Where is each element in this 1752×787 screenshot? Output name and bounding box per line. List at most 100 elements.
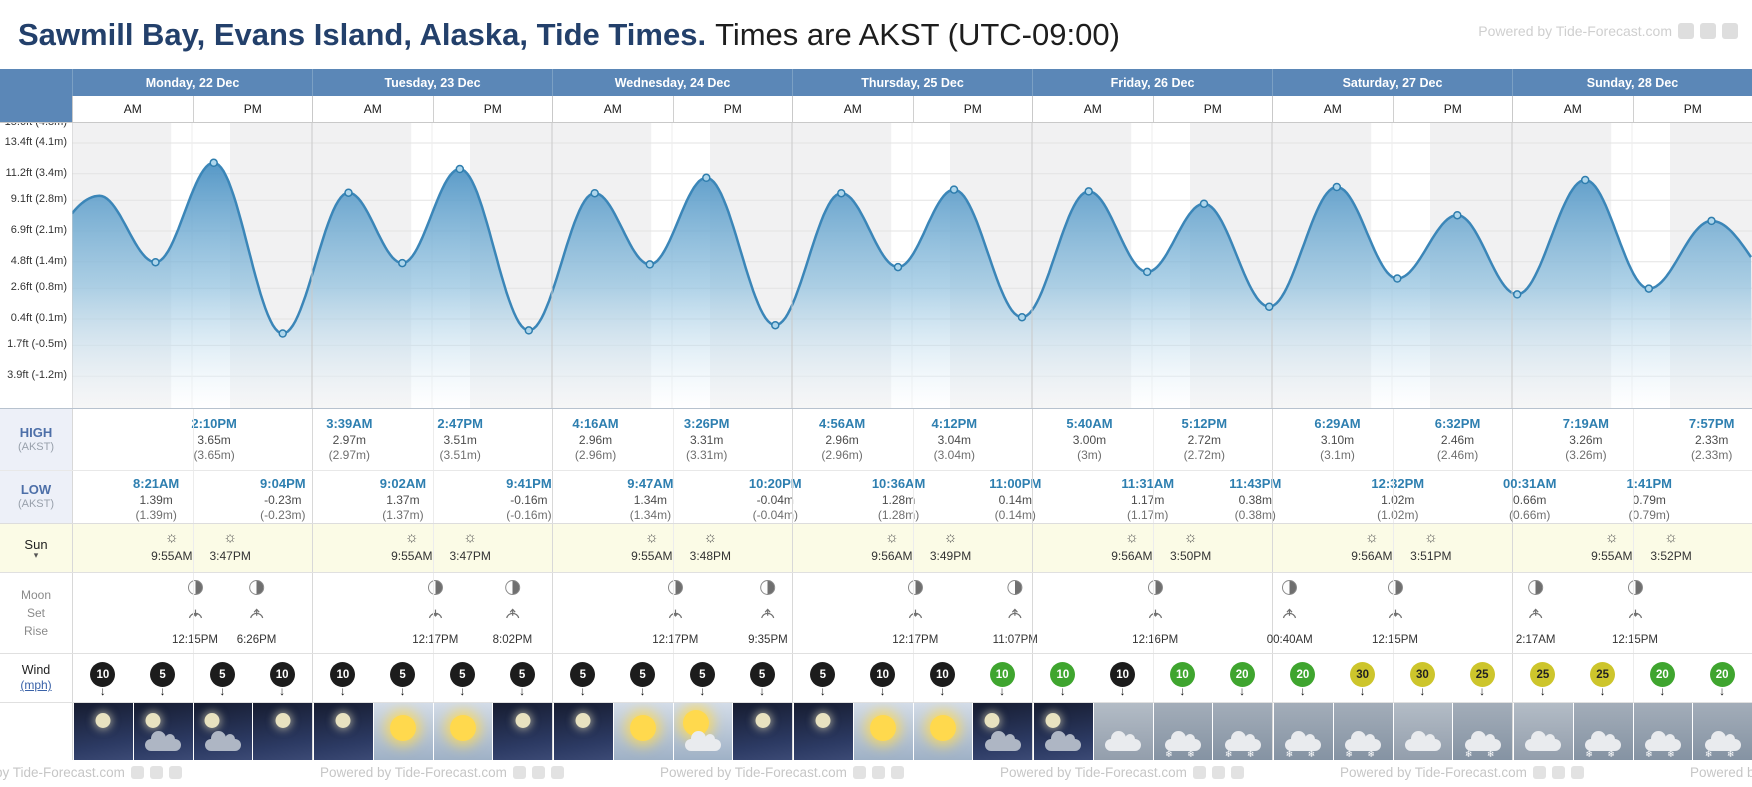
wind-badge: 5 — [209, 662, 235, 687]
tide-time: 3:26PM — [683, 416, 730, 431]
wind-slot: 25 ↓ — [1573, 654, 1633, 702]
wind-slot: 5 ↓ — [492, 654, 552, 702]
cloud-icon — [1585, 731, 1622, 751]
social-icon[interactable] — [130, 766, 144, 779]
weather-day-grid — [793, 703, 1032, 760]
weather-day-grid — [313, 703, 552, 760]
tide-height-alt: (-0.16m) — [506, 508, 552, 523]
low-tide-entry: 9:47AM 1.34m (1.34m) — [627, 476, 673, 524]
footer-powered-by: Powered by Tide-Forecast.com — [0, 765, 182, 780]
wind-slot: 10 ↓ — [913, 654, 973, 702]
wind-direction-arrow: ↓ — [1599, 684, 1606, 698]
social-icon[interactable] — [1722, 23, 1738, 39]
social-icon[interactable] — [1532, 766, 1546, 779]
social-icon[interactable] — [852, 766, 866, 779]
wind-direction-arrow: ↓ — [99, 684, 106, 698]
tide-time: 5:40AM — [1066, 416, 1113, 431]
moonset-arc-icon — [186, 606, 203, 624]
moon-phase-icon — [1147, 580, 1163, 595]
moonset-arc-icon — [427, 606, 444, 624]
social-icon[interactable] — [550, 766, 564, 779]
weather-day-cell — [552, 703, 792, 760]
social-icon[interactable] — [149, 766, 163, 779]
social-icon[interactable] — [1211, 766, 1225, 779]
weather-day-grid: ❄ ❄ ❄ ❄ ❄ ❄ — [1513, 703, 1752, 760]
sunset-icon: ☼ — [943, 529, 958, 546]
tide-chart — [72, 123, 1752, 408]
high-tide-day-cell: 5:40AM 3.00m (3m) 5:12PM 2.72m (2.72m) — [1032, 409, 1272, 470]
mph-unit-link[interactable]: (mph) — [20, 678, 52, 693]
powered-by-link[interactable]: Powered by Tide-Forecast.com — [1000, 765, 1187, 780]
wind-badge: 25 — [1590, 662, 1616, 687]
social-icon[interactable] — [168, 766, 182, 779]
social-icon[interactable] — [512, 766, 526, 779]
wind-direction-arrow: ↓ — [399, 684, 406, 698]
tide-height: 0.14m — [998, 492, 1032, 507]
sun-day-cell: ☼ 9:55AM ☼ 3:48PM — [552, 524, 792, 572]
sun-icon — [870, 715, 897, 741]
sunrise-icon: ☼ — [404, 529, 419, 546]
powered-by-link[interactable]: Powered by Tide-Forecast.com — [1340, 765, 1527, 780]
powered-by-link[interactable]: Powered by Tide-Forecast.com — [1690, 765, 1752, 780]
low-tide-entry: 8:21AM 1.39m (1.39m) — [133, 476, 179, 524]
powered-by-link[interactable]: Powered by Tide-Forecast.com — [660, 765, 847, 780]
sunset-time: 3:49PM — [929, 548, 972, 563]
powered-by-link[interactable]: Powered by Tide-Forecast.com — [1478, 23, 1672, 39]
social-icon[interactable] — [871, 766, 885, 779]
y-axis-label: 13.4ft (4.1m) — [4, 136, 67, 148]
day-header-cell: Wednesday, 24 Dec — [552, 69, 792, 96]
moon-row-label: Moon Set Rise — [0, 573, 72, 653]
sun-row-label[interactable]: Sun ▾ — [0, 524, 72, 572]
tide-time: 4:56AM — [818, 416, 866, 431]
weather-cell-clear-night — [554, 703, 613, 760]
sunset-time: 3:52PM — [1650, 548, 1692, 563]
social-icon[interactable] — [1570, 766, 1584, 779]
social-icon[interactable] — [890, 766, 904, 779]
tide-time: 8:21AM — [133, 476, 180, 491]
high-tide-day-cell: 4:16AM 2.96m (2.96m) 3:26PM 3.31m (3.31m) — [552, 409, 792, 470]
wind-badge: 20 — [1290, 662, 1316, 687]
ampm-label-am: AM — [1323, 102, 1342, 116]
sunrise-entry: ☼ 9:55AM — [151, 529, 192, 564]
moon-icon — [515, 713, 531, 728]
wind-slot: 5 ↓ — [193, 654, 253, 702]
wind-direction-arrow: ↓ — [639, 684, 646, 698]
snowflakes-icon: ❄ ❄ — [1585, 749, 1621, 759]
weather-day-cell — [72, 703, 312, 760]
y-axis-label: 15.6ft (4.8m) — [5, 123, 67, 128]
tide-height: -0.23m — [264, 492, 302, 507]
tide-height: 1.28m — [881, 492, 916, 507]
y-axis-label: 4.8ft (1.4m) — [10, 254, 67, 267]
wind-day-cell: 10 ↓ 5 ↓ 5 ↓ 5 ↓ — [312, 654, 552, 702]
moonset-arc-icon — [907, 606, 924, 624]
wind-direction-arrow: ↓ — [579, 684, 586, 698]
social-icon[interactable] — [1678, 23, 1694, 39]
snowflakes-icon: ❄ ❄ — [1704, 749, 1741, 759]
wind-label: Wind — [21, 663, 51, 678]
social-icon[interactable] — [1192, 766, 1206, 779]
ampm-label-am: AM — [603, 102, 622, 116]
page-title: Sawmill Bay, Evans Island, Alaska, Tide … — [18, 16, 1120, 53]
social-icon[interactable] — [531, 766, 545, 779]
tide-time: 6:29AM — [1314, 416, 1361, 431]
sun-icon — [390, 715, 417, 741]
wind-direction-arrow: ↓ — [159, 684, 166, 698]
social-icon[interactable] — [1700, 23, 1716, 39]
wind-badge: 20 — [1649, 662, 1675, 687]
tide-height-alt: (3.04m) — [933, 448, 975, 463]
wind-slot: 25 ↓ — [1452, 654, 1512, 702]
low-tide-row: LOW (AKST) 8:21AM 1.39m (1.39m) 9:04PM -0.23… — [0, 470, 1752, 523]
weather-day-cell — [312, 703, 552, 760]
social-icon[interactable] — [1551, 766, 1565, 779]
moonrise-arc-icon — [1527, 606, 1544, 624]
wind-direction-arrow: ↓ — [939, 684, 946, 698]
powered-by-link[interactable]: Powered by Tide-Forecast.com — [320, 765, 507, 780]
low-label: LOW — [20, 482, 52, 497]
tide-height-alt: (3.31m) — [685, 448, 728, 463]
wind-badge: 30 — [1409, 662, 1435, 687]
wind-badge: 5 — [749, 662, 775, 687]
wind-slot: 20 ↓ — [1212, 654, 1272, 702]
powered-by-link[interactable]: Powered by Tide-Forecast.com — [0, 765, 125, 780]
social-icon[interactable] — [1230, 766, 1244, 779]
